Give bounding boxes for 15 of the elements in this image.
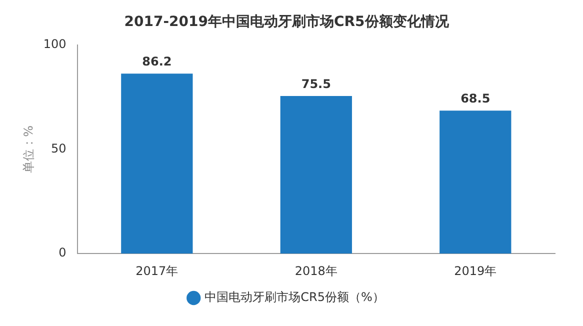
x-tick-label: 2018年 (294, 264, 338, 278)
data-label: 75.5 (301, 77, 331, 92)
chart-title: 2017-2019年中国电动牙刷市场CR5份额变化情况 (124, 13, 450, 30)
x-tick-label: 2019年 (454, 264, 497, 278)
y-tick-label: 0 (58, 246, 66, 260)
legend-label: 中国电动牙刷市场CR5份额（%） (204, 290, 384, 304)
data-label: 86.2 (142, 54, 172, 69)
bar (121, 74, 193, 254)
bar (440, 110, 512, 254)
x-tick-label: 2017年 (136, 264, 178, 278)
data-label: 68.5 (460, 92, 490, 106)
y-tick-label: 50 (51, 141, 66, 156)
bar (280, 96, 352, 254)
y-axis-title: 单位：% (21, 125, 36, 173)
y-tick-label: 100 (43, 36, 66, 51)
